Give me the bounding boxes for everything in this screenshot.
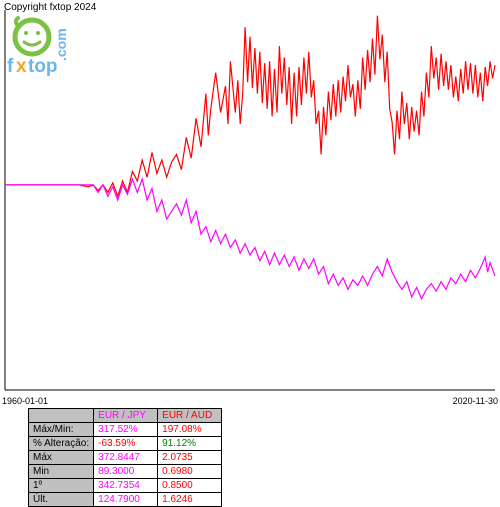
table-cell: 0.6980 [158,465,222,479]
table-cell: 89.3000 [94,465,158,479]
x-axis-end: 2020-11-30 [453,396,498,406]
table-row-label: Máx [29,451,94,465]
table-cell: 2.0735 [158,451,222,465]
svg-text:.com: .com [53,28,69,61]
table-cell: 317.52% [94,423,158,437]
table-header-1: EUR / JPY [94,409,158,423]
fxtop-logo: f x top .com [4,14,86,87]
stats-table: EUR / JPYEUR / AUD Máx/Min:317.52%197.08%… [28,408,222,507]
svg-text:f: f [7,56,14,77]
table-cell: -63.59% [94,437,158,451]
x-axis-start: 1960-01-01 [2,396,48,406]
table-row-label: Máx/Min: [29,423,94,437]
table-cell: 342.7354 [94,479,158,493]
table-header-2: EUR / AUD [158,409,222,423]
table-cell: 91.12% [158,437,222,451]
table-cell: 372.8447 [94,451,158,465]
table-row-label: Min [29,465,94,479]
table-cell: 0.8500 [158,479,222,493]
table-corner [29,409,94,423]
table-row-label: % Alteração: [29,437,94,451]
svg-text:x: x [16,56,27,77]
table-cell: 197.08% [158,423,222,437]
table-row-label: 1º [29,479,94,493]
copyright-text: Copyright fxtop 2024 [4,2,96,13]
